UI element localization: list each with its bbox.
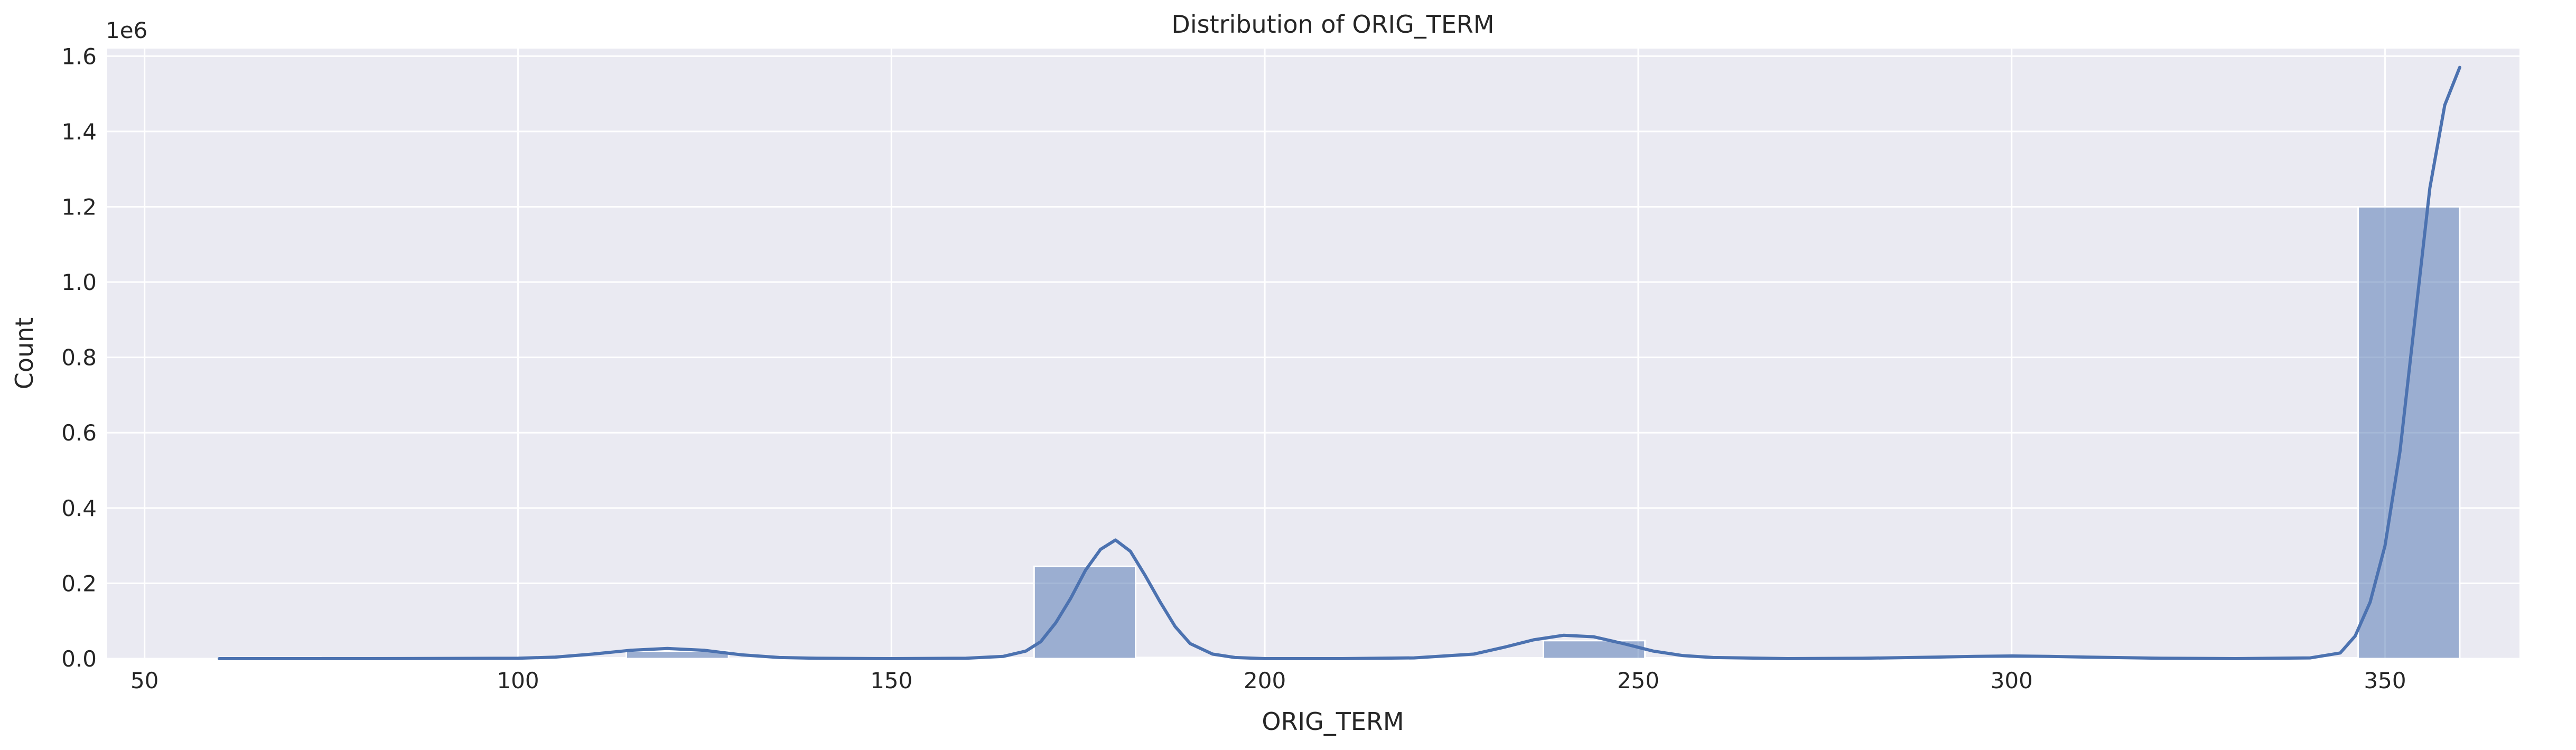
plot-background xyxy=(107,49,2519,659)
histogram-bar xyxy=(1542,640,1646,660)
x-tick-label: 250 xyxy=(1617,668,1659,693)
x-tick-label: 350 xyxy=(2364,668,2406,693)
x-tick-label: 200 xyxy=(1244,668,1286,693)
y-tick-label: 1.6 xyxy=(61,43,97,69)
chart-title: Distribution of ORIG_TERM xyxy=(1171,10,1494,39)
x-tick-label: 50 xyxy=(130,668,158,693)
x-axis-ticks: 50 100 150 200 250 300 350 xyxy=(130,668,2406,693)
y-axis-offset-label: 1e6 xyxy=(106,17,147,43)
x-tick-label: 300 xyxy=(1991,668,2033,693)
y-tick-label: 1.4 xyxy=(61,119,97,145)
y-axis-label: Count xyxy=(10,317,39,390)
x-tick-label: 150 xyxy=(870,668,912,693)
y-tick-label: 0.0 xyxy=(61,646,97,672)
y-tick-label: 0.2 xyxy=(61,570,97,596)
histogram-bars xyxy=(218,205,2461,660)
histogram-bar xyxy=(1135,657,1239,660)
histogram-bar xyxy=(1033,565,1137,660)
grid-lines xyxy=(107,49,2519,660)
x-axis-label: ORIG_TERM xyxy=(1262,707,1404,736)
histogram-bar xyxy=(625,650,730,660)
y-tick-label: 1.0 xyxy=(61,269,97,295)
histogram-bar xyxy=(1440,657,1544,660)
kde-curve xyxy=(218,65,2461,660)
y-tick-label: 0.4 xyxy=(61,495,97,521)
y-tick-label: 1.2 xyxy=(61,194,97,220)
x-tick-label: 100 xyxy=(497,668,539,693)
y-axis-ticks: 0.0 0.2 0.4 0.6 0.8 1.0 1.2 1.4 1.6 xyxy=(61,43,97,672)
y-tick-label: 0.8 xyxy=(61,345,97,371)
y-tick-label: 0.6 xyxy=(61,420,97,446)
